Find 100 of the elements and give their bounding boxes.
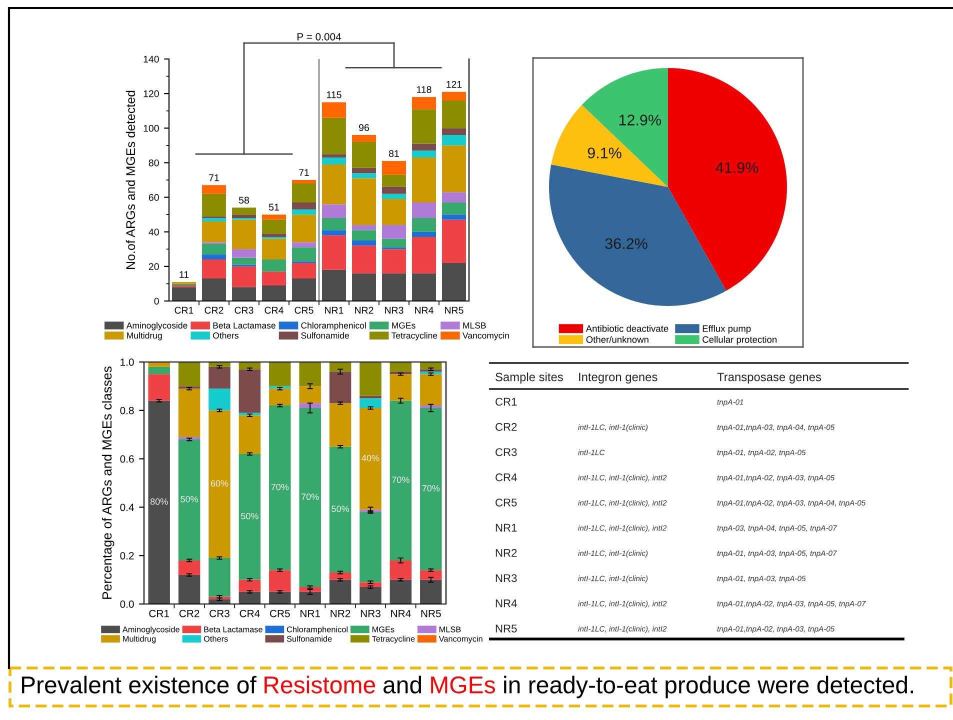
bar [262,220,286,234]
legend-label: Vancomycin [462,332,509,340]
x-tick-label: CR2 [204,306,224,314]
bar [412,97,436,110]
annotation: 70% [422,485,440,492]
bar [352,273,376,301]
text: Prevalent existence of [22,676,256,694]
total-label: 118 [416,86,432,94]
bar [329,572,352,580]
category-label: NR2 [496,549,517,557]
bar [412,237,436,274]
bar [238,415,261,454]
bar [232,287,256,301]
legend-label: Beta Lactamase [204,626,262,632]
bar [299,403,321,408]
bar [322,154,346,158]
bar [202,260,226,279]
bar [208,558,230,597]
bar [322,118,346,154]
x-tick-label: NR4 [391,610,411,618]
bar [442,92,466,100]
pie-slice [551,104,668,187]
x-tick-label: NR5 [421,610,441,618]
bar [232,220,256,250]
y-tick-label: 0.2 [120,552,134,560]
total-label: 96 [359,124,369,132]
bar [262,238,286,260]
bar [269,592,291,604]
legend-label: Chloramphenicol [301,322,366,330]
category-label: CR4 [496,473,517,482]
bar [442,220,466,263]
category-label: CR3 [496,448,517,456]
category-label: NR1 [496,524,517,532]
bar [390,374,412,401]
bar [412,232,436,238]
pie-slice [668,68,787,291]
bar [292,202,316,210]
bar [208,410,230,558]
y-tick-label: 40 [148,228,159,236]
bar [390,362,412,372]
bar [232,214,256,218]
legend-label: Vancomycin [438,636,482,644]
text: in ready-to-eat produce were detected. [504,676,914,698]
y-tick-label: 0 [154,298,159,305]
category-label: NR5 [496,624,517,632]
bar [412,150,436,158]
x-tick-label: CR5 [294,306,314,314]
legend-label: MLSB [439,626,461,632]
bar [322,158,346,164]
bar [208,362,230,367]
bar [352,230,376,240]
bar [269,406,291,570]
legend-label: Multidrug [123,636,156,644]
bar [352,168,376,174]
category-label: CR1 [496,398,517,406]
bar [262,272,286,286]
bar [322,164,346,204]
bar [148,366,170,374]
bar [202,221,226,242]
bar [292,247,316,262]
legend-label: MLSB [463,322,486,329]
total-label: 71 [209,174,219,182]
y-tick-label: 100 [144,124,159,132]
pie-slice [582,68,668,187]
bar [178,574,200,604]
bar [442,100,466,128]
bar [238,362,261,370]
bar [322,218,346,230]
x-tick-label: NR5 [445,306,464,314]
y-tick-label: 60 [148,194,159,201]
bar [442,128,466,136]
bar [292,209,316,215]
bar [238,580,261,592]
text: MGEs [431,676,496,694]
bar [442,262,466,301]
bar [232,249,256,258]
category-label: CR5 [496,498,517,506]
data-label: 41.9% [716,162,758,174]
bar [232,266,256,288]
bar [172,287,196,301]
bar [442,135,466,146]
bar [329,580,352,604]
y-tick-label: 120 [144,90,159,98]
bar [390,560,412,580]
bar [352,178,376,225]
bar [202,244,226,254]
total-label: 58 [238,196,249,204]
y-tick-label: 1.0 [120,358,134,366]
bar [292,183,316,202]
x-tick-label: NR1 [300,610,320,618]
bar [178,439,200,560]
total-label: 11 [180,271,189,278]
bar [420,580,442,604]
legend-label: MGEs [392,322,416,329]
bar [442,214,466,220]
bar [412,158,436,202]
bar [352,142,376,168]
x-tick-label: NR2 [330,610,350,618]
x-tick-label: CR3 [210,610,230,618]
annotation: 70% [302,494,319,500]
